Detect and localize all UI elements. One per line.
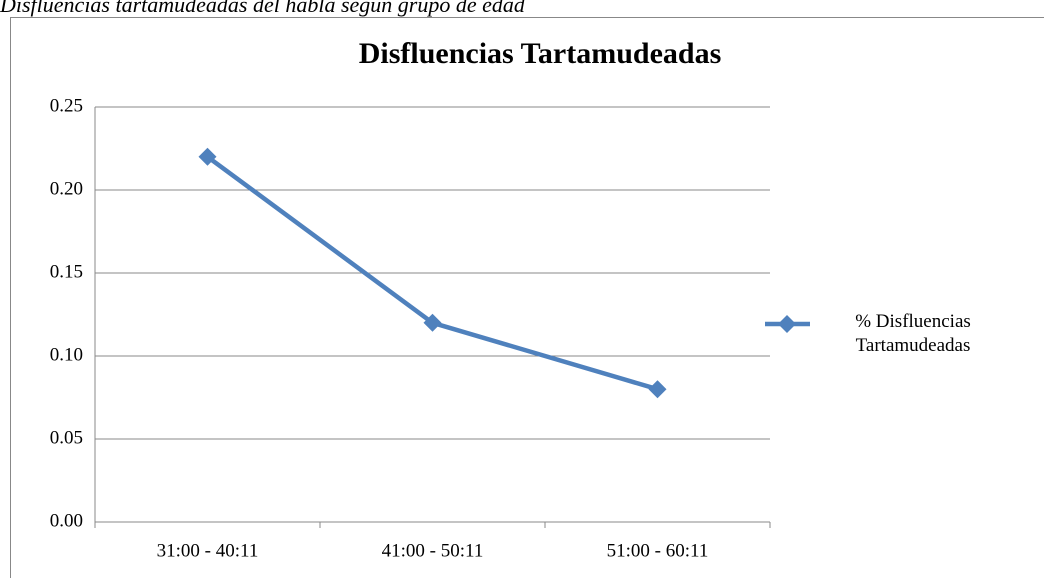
data-point [648,380,667,399]
y-tick-label: 0.15 [50,261,83,282]
data-point [198,147,217,166]
caption: Disfluencias tartamudeadas del habla seg… [0,0,525,17]
x-tick-label: 31:00 - 40:11 [157,540,259,561]
chart-title: Disfluencias Tartamudeadas [359,37,722,70]
data-point [423,313,442,332]
y-tick-label: 0.05 [50,427,83,448]
y-tick-label: 0.00 [50,510,83,531]
chart-border [10,17,1044,578]
x-tick-label: 51:00 - 60:11 [607,540,709,561]
y-tick-label: 0.20 [50,178,83,199]
legend-label: % Disfluencias Tartamudeadas [855,311,971,356]
legend-marker [778,315,796,333]
y-tick-label: 0.25 [50,95,83,116]
x-tick-label: 41:00 - 50:11 [382,540,484,561]
y-tick-label: 0.10 [50,344,83,365]
